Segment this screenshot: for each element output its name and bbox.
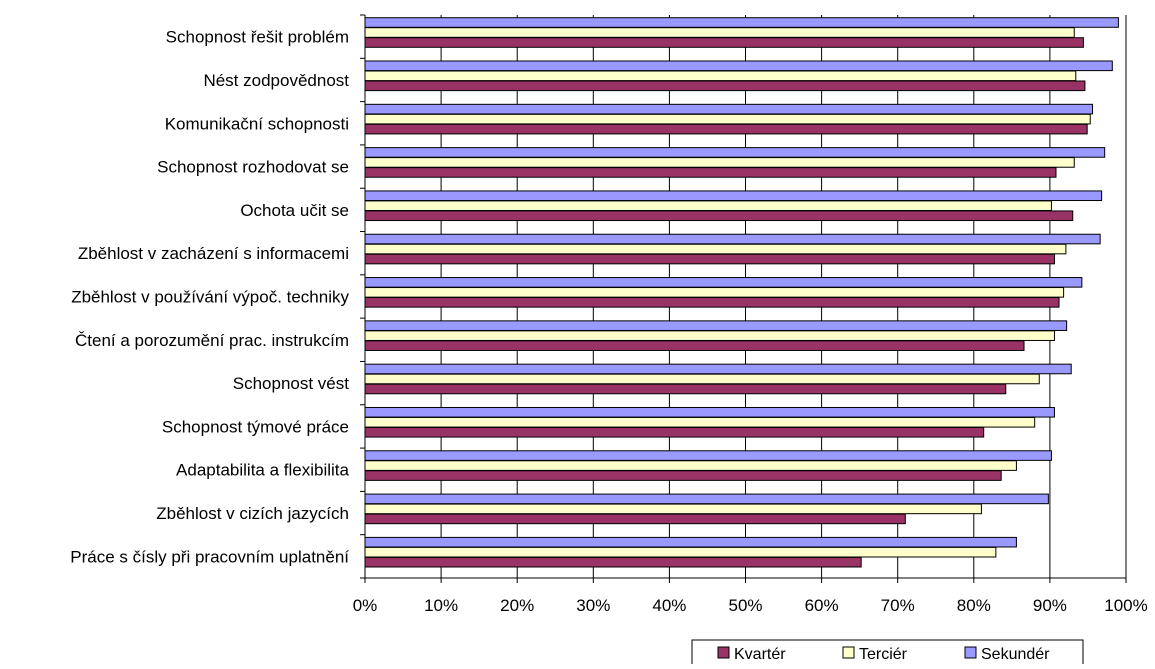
bar-terciér (364, 330, 1055, 341)
x-tick-label: 50% (728, 596, 762, 615)
category-label: Schopnost týmové práce (162, 417, 349, 436)
category-label: Schopnost vést (233, 374, 350, 393)
category-label: Zběhlost v zacházení s informacemi (78, 244, 349, 263)
bar-terciér (364, 157, 1075, 168)
bar-sekundér (364, 103, 1094, 115)
bar-terciér (364, 546, 997, 558)
x-tick-label: 80% (957, 596, 991, 615)
x-tick-label: 70% (881, 596, 915, 615)
category-label: Ochota učit se (240, 201, 349, 220)
x-tick-label: 10% (424, 596, 458, 615)
bar-kvartér (364, 383, 1007, 395)
legend-label: Terciér (859, 646, 908, 663)
bar-sekundér (364, 17, 1119, 28)
category-label: Schopnost rozhodovat se (157, 158, 349, 177)
bar-terciér (364, 460, 1017, 471)
legend-label: Sekundér (981, 646, 1050, 663)
x-tick-label: 0% (353, 596, 378, 615)
bar-sekundér (364, 536, 1017, 548)
bar-kvartér (364, 426, 985, 438)
x-tick-label: 100% (1104, 596, 1147, 615)
category-label: Zběhlost v cizích jazycích (156, 504, 349, 523)
bar-kvartér (364, 556, 862, 568)
category-label: Nést zodpovědnost (203, 71, 349, 90)
category-label: Schopnost řešit problém (166, 28, 349, 47)
bar-sekundér (364, 190, 1103, 202)
category-label: Práce s čísly při pracovním uplatnění (70, 547, 349, 566)
category-label: Komunikační schopnosti (165, 114, 349, 133)
legend-swatch (964, 646, 977, 659)
category-label: Čtení a porozumění prac. instrukcím (75, 331, 349, 350)
bar-kvartér (364, 297, 1060, 308)
bar-terciér (364, 503, 982, 515)
bar-terciér (364, 70, 1077, 82)
x-tick-label: 60% (805, 596, 839, 615)
x-tick-label: 40% (652, 596, 686, 615)
bar-terciér (364, 416, 1036, 428)
bar-sekundér (364, 493, 1049, 505)
bar-kvartér (364, 253, 1055, 265)
bar-kvartér (364, 470, 1002, 481)
bar-kvartér (364, 513, 906, 525)
bar-terciér (364, 200, 1052, 212)
legend-label: Kvartér (734, 646, 786, 663)
bar-kvartér (364, 123, 1088, 135)
bar-sekundér (364, 320, 1068, 331)
bar-sekundér (364, 406, 1055, 418)
legend-swatch (842, 646, 855, 659)
bar-kvartér (364, 37, 1084, 48)
x-tick-label: 90% (1033, 596, 1067, 615)
bar-sekundér (364, 363, 1072, 375)
bar-kvartér (364, 167, 1057, 178)
bar-sekundér (364, 233, 1101, 245)
bar-kvartér (364, 80, 1086, 92)
x-tick-label: 30% (576, 596, 610, 615)
bar-kvartér (364, 210, 1074, 222)
bar-sekundér (364, 277, 1083, 288)
bar-sekundér (364, 450, 1052, 461)
legend-swatch (717, 646, 730, 659)
bar-terciér (364, 287, 1065, 298)
bar-terciér (364, 243, 1067, 255)
bar-kvartér (364, 340, 1025, 351)
bar-terciér (364, 27, 1075, 38)
category-label: Adaptabilita a flexibilita (176, 461, 349, 480)
x-tick-label: 20% (500, 596, 534, 615)
legend: Kvartér Terciér Sekundér (691, 639, 1084, 669)
bar-sekundér (364, 60, 1113, 72)
bar-sekundér (364, 147, 1106, 158)
bar-terciér (364, 373, 1040, 385)
category-label: Zběhlost v používání výpoč. techniky (71, 288, 349, 307)
bar-terciér (364, 113, 1091, 125)
